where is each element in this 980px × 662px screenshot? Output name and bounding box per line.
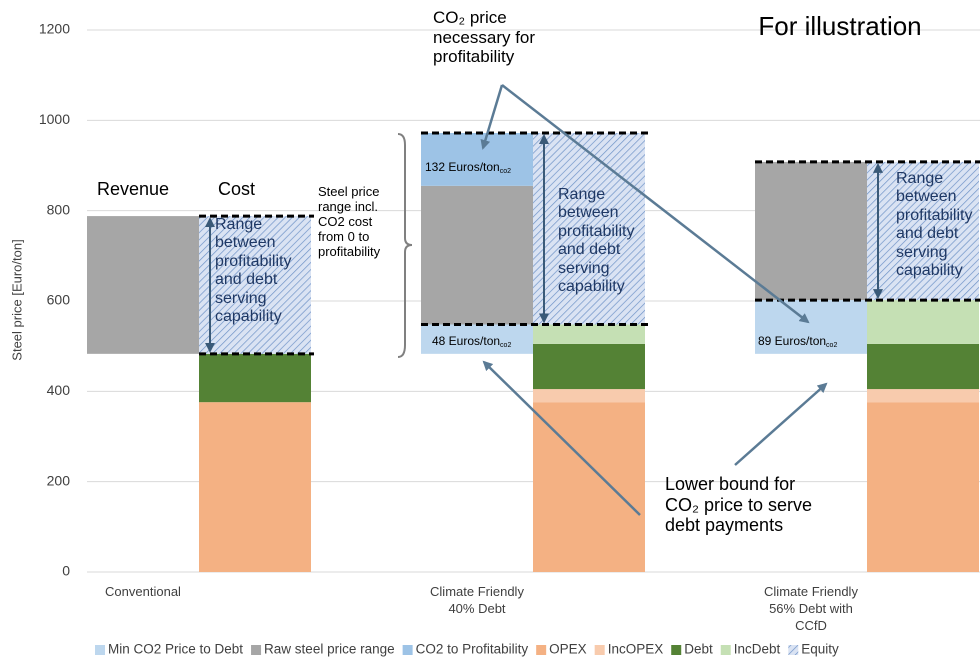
legend-label: Debt xyxy=(684,642,713,657)
bar-segment xyxy=(421,185,533,325)
legend-label: Raw steel price range xyxy=(264,642,395,657)
value-label-text: 89 Euros/ton xyxy=(758,334,826,348)
legend-swatch xyxy=(536,645,547,655)
legend-label: Min CO2 Price to Debt xyxy=(108,642,243,657)
legend-label: IncDebt xyxy=(734,642,781,657)
bar-segment xyxy=(867,300,979,344)
value-label-text: 48 Euros/ton xyxy=(432,334,500,348)
chart-title: For illustration xyxy=(758,11,921,41)
legend-swatch xyxy=(402,645,413,655)
range-note: Range between profitability and debt ser… xyxy=(896,170,973,279)
x-tick-text: Climate Friendly 56% Debt with CCfD xyxy=(764,584,858,633)
y-tick-label: 1000 xyxy=(39,111,70,127)
y-tick-label: 0 xyxy=(62,563,70,579)
bar-segment xyxy=(867,389,979,403)
cost-label: Cost xyxy=(218,179,255,199)
y-tick-label: 1200 xyxy=(39,21,70,37)
range-text: Range between profitability and debt ser… xyxy=(896,170,973,279)
bar-segment xyxy=(533,402,645,572)
legend-swatch xyxy=(788,645,799,655)
co2-low-note: Lower bound for CO₂ price to serve debt … xyxy=(665,474,813,536)
bar-segment xyxy=(199,216,311,354)
value-label: 132 Euros/tonco2 xyxy=(425,160,511,175)
bar-segment xyxy=(867,161,979,301)
unit-sub: co2 xyxy=(826,342,837,349)
range-text: Range between profitability and debt ser… xyxy=(558,186,635,295)
arrow xyxy=(482,360,641,516)
brace xyxy=(397,133,413,358)
legend-label: Equity xyxy=(801,642,839,657)
bar-segment xyxy=(533,343,645,390)
arrow xyxy=(734,382,828,466)
y-axis-title: Steel price [Euro/ton] xyxy=(9,239,24,360)
legend-swatch xyxy=(671,645,682,655)
bar-segment xyxy=(421,324,533,354)
bar-segment xyxy=(755,161,867,301)
legend-swatch xyxy=(251,645,262,655)
bar-segment xyxy=(533,132,645,325)
bar-segment xyxy=(199,402,311,572)
y-tick-label: 400 xyxy=(47,382,71,398)
y-tick-label: 600 xyxy=(47,292,71,308)
x-tick-label: Climate Friendly 56% Debt with CCfD xyxy=(764,584,858,633)
bar-segment xyxy=(199,353,311,403)
bar-segment xyxy=(867,343,979,390)
unit-sub: co2 xyxy=(500,342,511,349)
value-label-text: 132 Euros/ton xyxy=(425,160,500,174)
x-tick-text: Conventional xyxy=(105,584,181,599)
arrow xyxy=(501,84,810,324)
y-tick-label: 200 xyxy=(47,472,71,488)
bar-segment xyxy=(755,300,867,354)
range-note: Range between profitability and debt ser… xyxy=(558,186,635,295)
legend-label: OPEX xyxy=(549,642,587,657)
bar-segment xyxy=(533,389,645,403)
steel-range-note: Steel price range incl. CO2 cost from 0 … xyxy=(318,185,381,259)
bar-segment xyxy=(867,402,979,572)
legend-label: CO2 to Profitability xyxy=(416,642,529,657)
bar-segment xyxy=(421,132,533,186)
unit-sub: co2 xyxy=(500,168,511,175)
x-tick-label: Conventional xyxy=(105,584,181,599)
legend-label: IncOPEX xyxy=(608,642,664,657)
x-tick-text: Climate Friendly 40% Debt xyxy=(430,584,524,616)
value-label: 48 Euros/tonco2 xyxy=(432,334,511,349)
x-tick-label: Climate Friendly 40% Debt xyxy=(430,584,524,616)
range-note: Range between profitability and debt ser… xyxy=(215,216,292,325)
legend-swatch xyxy=(95,645,105,655)
bar-segment xyxy=(87,216,199,354)
range-text: Range between profitability and debt ser… xyxy=(215,216,292,325)
co2-top-note: CO₂ price necessary for profitability xyxy=(433,8,536,67)
y-tick-label: 800 xyxy=(47,201,71,217)
steel-range-text: Steel price range incl. CO2 cost from 0 … xyxy=(318,185,381,259)
bar-segment xyxy=(533,324,645,344)
value-label: 89 Euros/tonco2 xyxy=(758,334,837,349)
legend-swatch xyxy=(720,645,731,655)
legend-swatch xyxy=(594,645,605,655)
revenue-label: Revenue xyxy=(97,179,169,199)
arrow xyxy=(480,84,504,150)
co2-top-text: CO₂ price necessary for profitability xyxy=(433,8,536,67)
co2-low-text: Lower bound for CO₂ price to serve debt … xyxy=(665,474,813,536)
